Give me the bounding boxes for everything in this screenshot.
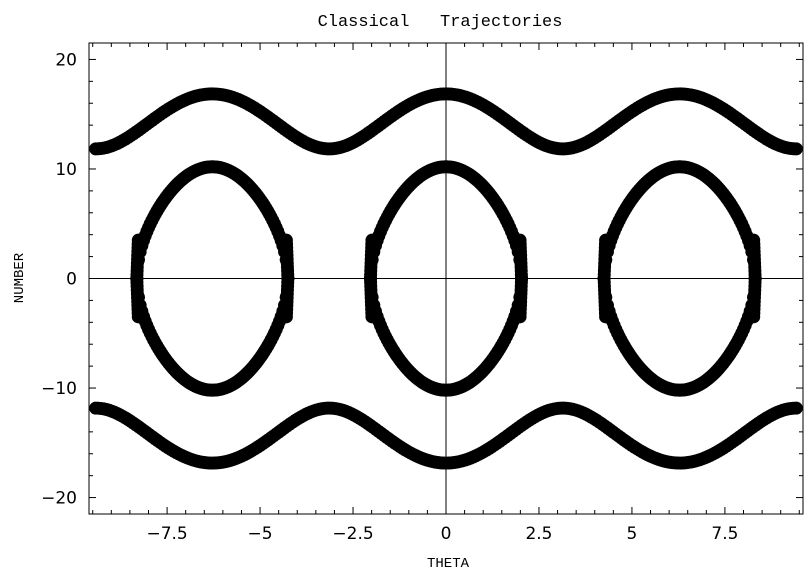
trajectory-point	[513, 233, 527, 247]
tick-labels: −7.5 −5 −2.5 0 2.5 5 7.5 20 10 0 −10 −20	[41, 50, 738, 544]
trajectory-point	[365, 233, 379, 247]
trajectory-2	[89, 401, 803, 470]
axis-ticks	[89, 43, 803, 514]
y-tick-label: −10	[41, 379, 77, 399]
trajectory-point	[747, 233, 761, 247]
trajectory-point	[131, 233, 145, 247]
trajectory-point	[599, 233, 613, 247]
x-tick-label: 0	[441, 524, 452, 544]
y-tick-label: 0	[66, 270, 77, 290]
x-tick-label: 2.5	[525, 524, 552, 544]
trajectory-point	[789, 401, 803, 415]
trajectory-point	[279, 233, 293, 247]
trajectory-point	[789, 142, 803, 156]
trajectory-5	[597, 160, 762, 397]
y-axis-label: NUMBER	[12, 252, 28, 303]
x-tick-label: −2.5	[332, 524, 373, 544]
trajectory-1	[89, 87, 803, 156]
trajectories	[89, 87, 803, 470]
chart-title: Classical Trajectories	[318, 13, 563, 32]
x-tick-label: −7.5	[146, 524, 187, 544]
x-tick-label: 7.5	[711, 524, 738, 544]
x-tick-label: −5	[248, 524, 273, 544]
trajectory-3	[130, 160, 295, 397]
y-tick-label: −20	[41, 489, 77, 509]
y-tick-label: 20	[55, 50, 77, 70]
x-axis-label: THETA	[427, 556, 470, 570]
trajectory-4	[363, 160, 529, 397]
x-tick-label: 5	[627, 524, 638, 544]
zero-axes	[89, 43, 803, 514]
y-tick-label: 10	[55, 160, 77, 180]
